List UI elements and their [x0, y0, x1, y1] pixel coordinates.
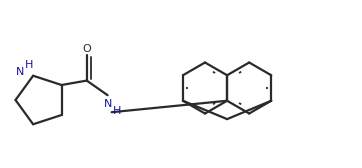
Text: N: N: [104, 99, 112, 109]
Text: N: N: [16, 67, 24, 77]
Text: H: H: [113, 106, 121, 116]
Text: O: O: [83, 44, 91, 54]
Text: H: H: [25, 60, 33, 70]
